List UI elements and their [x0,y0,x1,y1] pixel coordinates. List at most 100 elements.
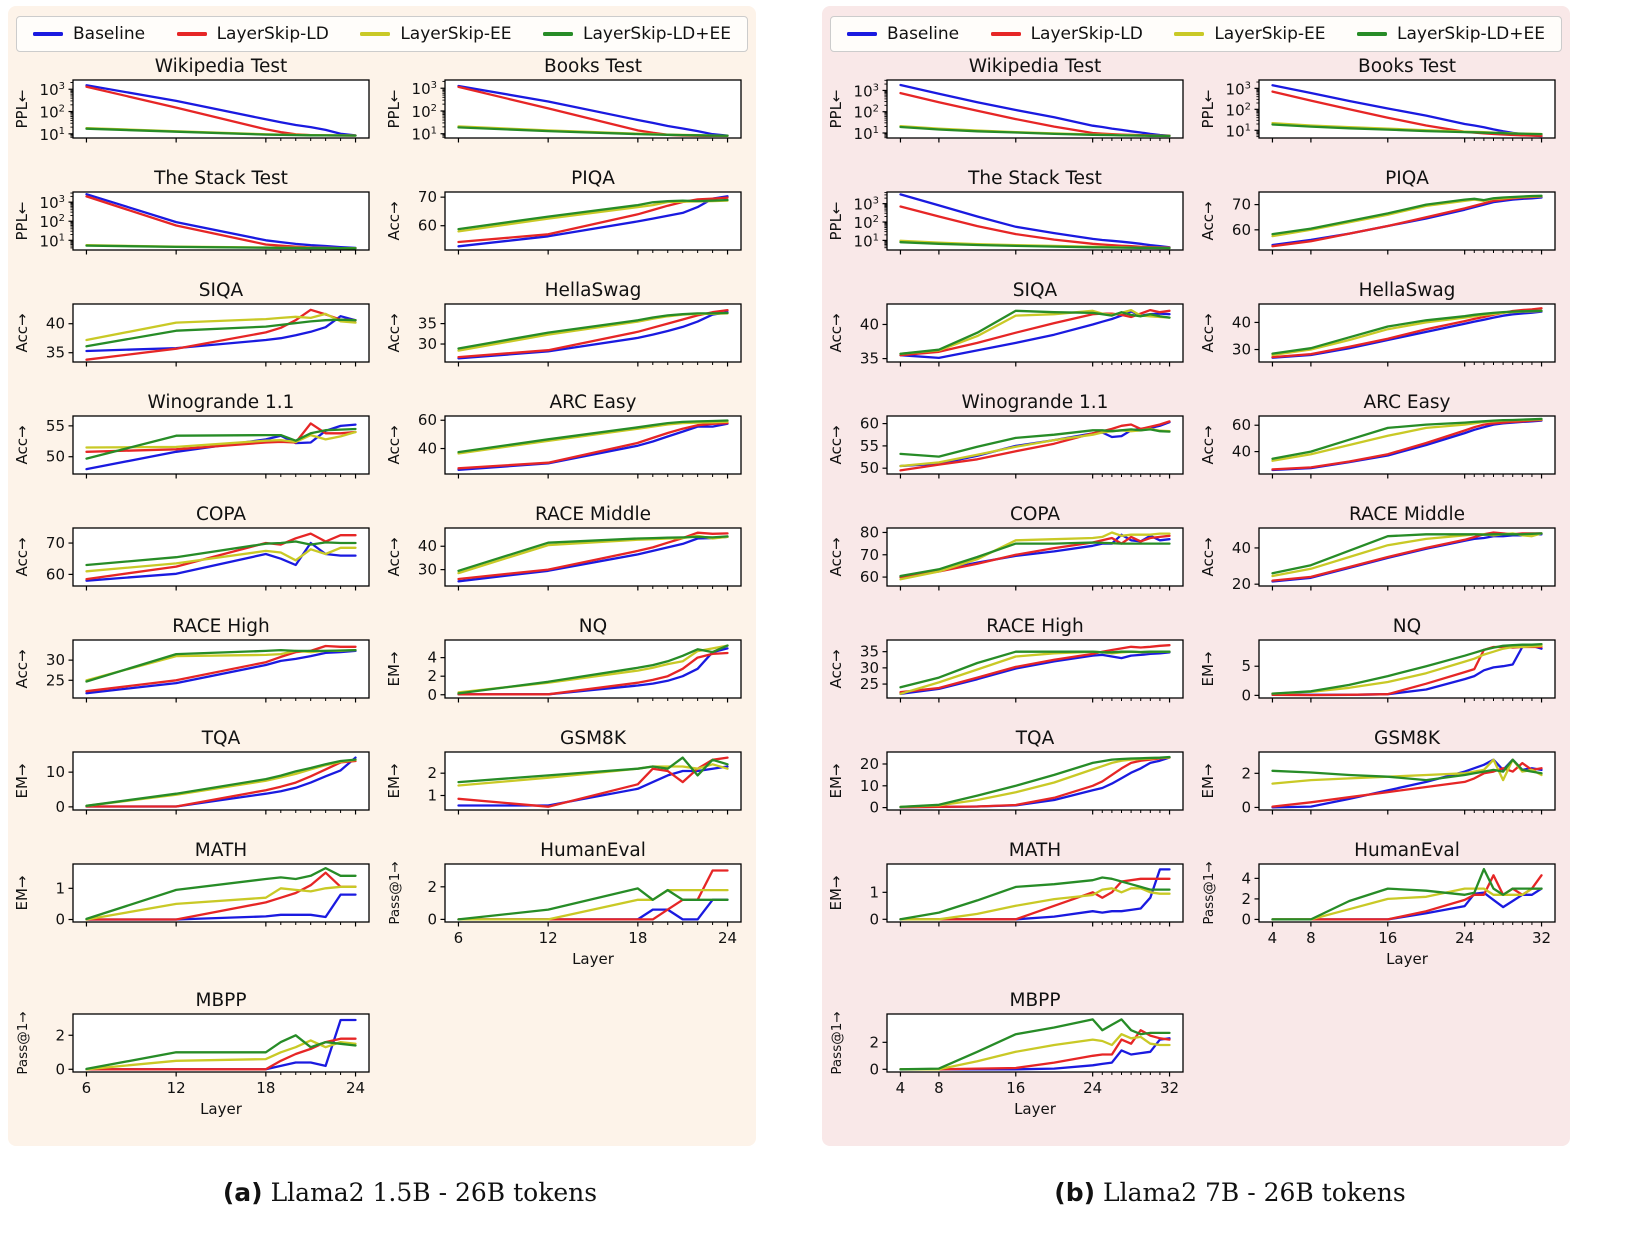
y-axis-label: EM→ [1199,764,1217,799]
chart-title: The Stack Test [153,168,288,189]
legend-line-icon [847,32,877,36]
series-layerskip-ee [85,546,357,573]
series-layerskip-ld-ee [457,887,729,921]
chart-hellaswag-b: HellaSwag 30 40 Acc→ [1199,280,1556,367]
caption-b-text: Llama2 7B - 26B tokens [1103,1178,1406,1207]
chart-wikipedia-test-b: Wikipedia Test 101 102 103 PPL← [827,56,1184,143]
y-tick-label: 0 [1241,910,1251,928]
series-layerskip-ld-ee [457,198,729,231]
y-axis-label: EM→ [385,764,403,799]
legend-item-baseline: Baseline [33,24,145,44]
chart-title: COPA [1010,504,1060,525]
legend-label: LayerSkip-EE [1214,24,1326,44]
y-tick-label: 50 [860,459,879,477]
y-tick-label: 4 [1241,869,1251,887]
series-baseline [899,193,1171,249]
series-layerskip-ld [457,196,729,244]
y-axis-label: Acc→ [385,201,403,240]
series-layerskip-ld-ee [899,755,1171,809]
y-tick-label: 0 [427,686,437,704]
y-tick-label: 101 [854,125,879,143]
x-axis-label: Layer [1014,1100,1057,1118]
x-tick-label: 16 [1006,1079,1025,1097]
series-baseline [85,893,357,921]
y-axis-label: Acc→ [1199,313,1217,352]
x-axis-label: Layer [200,1100,243,1118]
captions: (a) Llama2 1.5B - 26B tokens (b) Llama2 … [0,1178,1640,1207]
series-layerskip-ld-ee [85,866,357,921]
legend-label: Baseline [887,24,960,44]
series-layerskip-ld-ee [85,648,357,683]
y-tick-label: 2 [55,1026,65,1044]
legend-label: Baseline [73,24,146,44]
chart-race-high-a: RACE High 25 30 Acc→ [13,616,370,703]
chart-winogrande-1-1-b: Winogrande 1.1 50 55 60 Acc→ [827,392,1184,479]
series-layerskip-ld [1271,307,1543,359]
y-tick-label: 25 [860,675,879,693]
y-axis-label: Pass@1→ [1201,861,1217,924]
x-tick-label: 12 [167,1079,186,1097]
chart-piqa-b: PIQA 60 70 Acc→ [1199,168,1556,255]
series-layerskip-ld-ee [85,318,357,348]
chart-title: Wikipedia Test [155,56,288,77]
chart-hellaswag-a: HellaSwag 30 35 Acc→ [385,280,742,367]
series-layerskip-ld-ee [899,650,1171,689]
y-tick-label: 30 [418,335,437,353]
legend-label: LayerSkip-LD [216,24,329,44]
legend-b: Baseline LayerSkip-LD LayerSkip-EE LayerSki… [830,16,1562,52]
series-layerskip-ld-ee [85,127,357,137]
series-baseline [899,651,1171,695]
y-axis-label: Pass@1→ [387,861,403,924]
y-tick-label: 80 [860,523,879,541]
y-tick-label: 0 [427,910,437,928]
x-tick-label: 16 [1378,929,1397,947]
series-layerskip-ld-ee [85,427,357,460]
legend-item-baseline: Baseline [847,24,959,44]
series-layerskip-ee [85,430,357,449]
y-tick-label: 50 [46,448,65,466]
y-tick-label: 10 [860,777,879,795]
series-layerskip-ld [899,1029,1171,1071]
x-tick-label: 18 [628,929,647,947]
series-baseline [85,84,357,137]
y-tick-label: 30 [860,659,879,677]
chart-title: ARC Easy [550,392,637,413]
y-tick-label: 70 [418,188,437,206]
series-layerskip-ld-ee [85,1034,357,1071]
x-tick-label: 6 [82,1079,92,1097]
series-layerskip-ld [457,869,729,921]
x-tick-label: 4 [1268,929,1278,947]
y-axis-label: EM→ [827,764,845,799]
chart-title: PIQA [1385,168,1429,189]
y-tick-label: 40 [860,315,879,333]
caption-a: (a) Llama2 1.5B - 26B tokens [0,1178,820,1207]
y-tick-label: 2 [1241,890,1251,908]
y-tick-label: 0 [55,911,65,929]
legend-item-layerskip-ld-ee: LayerSkip-LD+EE [543,24,731,44]
chart-title: PIQA [571,168,615,189]
y-tick-label: 70 [46,534,65,552]
chart-title: HellaSwag [1359,280,1456,301]
panel-a: Baseline LayerSkip-LD LayerSkip-EE LayerSki… [8,6,756,1146]
y-tick-label: 60 [418,411,437,429]
series-layerskip-ld-ee [899,876,1171,921]
y-axis-label: PPL← [13,201,31,240]
chart-title: NQ [579,616,607,637]
chart-title: MATH [195,840,247,861]
legend-line-icon [176,32,207,36]
x-tick-label: 24 [346,1079,365,1097]
chart-math-a: MATH 0 1 EM→ [13,840,370,929]
y-axis-label: Acc→ [13,313,31,352]
y-tick-label: 2 [427,667,437,685]
chart-wikipedia-test-a: Wikipedia Test 101 102 103 PPL← [13,56,370,144]
chart-humaneval-a: HumanEval 0 2 6 12 18 24 Layer Pass@1→ [387,840,742,968]
series-baseline [457,84,729,137]
series-layerskip-ld-ee [899,309,1171,355]
chart-grid-a: Wikipedia Test 101 102 103 PPL← Books Test 101… [8,54,756,1140]
x-tick-label: 18 [256,1079,275,1097]
